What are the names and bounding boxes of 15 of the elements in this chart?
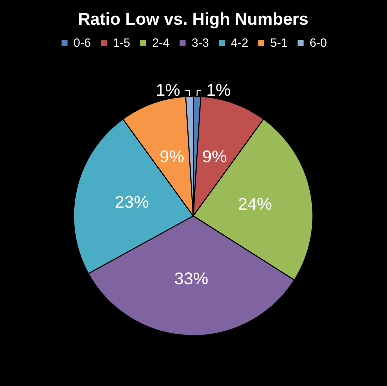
legend-label: 6-0 xyxy=(310,36,328,50)
legend-label: 1-5 xyxy=(113,36,131,50)
legend-label: 2-4 xyxy=(152,36,170,50)
legend-label: 5-1 xyxy=(270,36,288,50)
data-label: 24% xyxy=(238,194,272,214)
data-label: 1% xyxy=(206,81,232,100)
chart-title: Ratio Low vs. High Numbers xyxy=(78,10,309,29)
data-label: 33% xyxy=(174,269,209,288)
data-label: 23% xyxy=(115,192,150,212)
legend-label: 0-6 xyxy=(74,36,92,50)
data-label: 1% xyxy=(156,81,181,100)
data-label: 9% xyxy=(160,148,185,167)
legend-label: 4-2 xyxy=(231,36,249,50)
legend-label: 3-3 xyxy=(192,36,210,50)
data-label: 9% xyxy=(202,148,228,167)
